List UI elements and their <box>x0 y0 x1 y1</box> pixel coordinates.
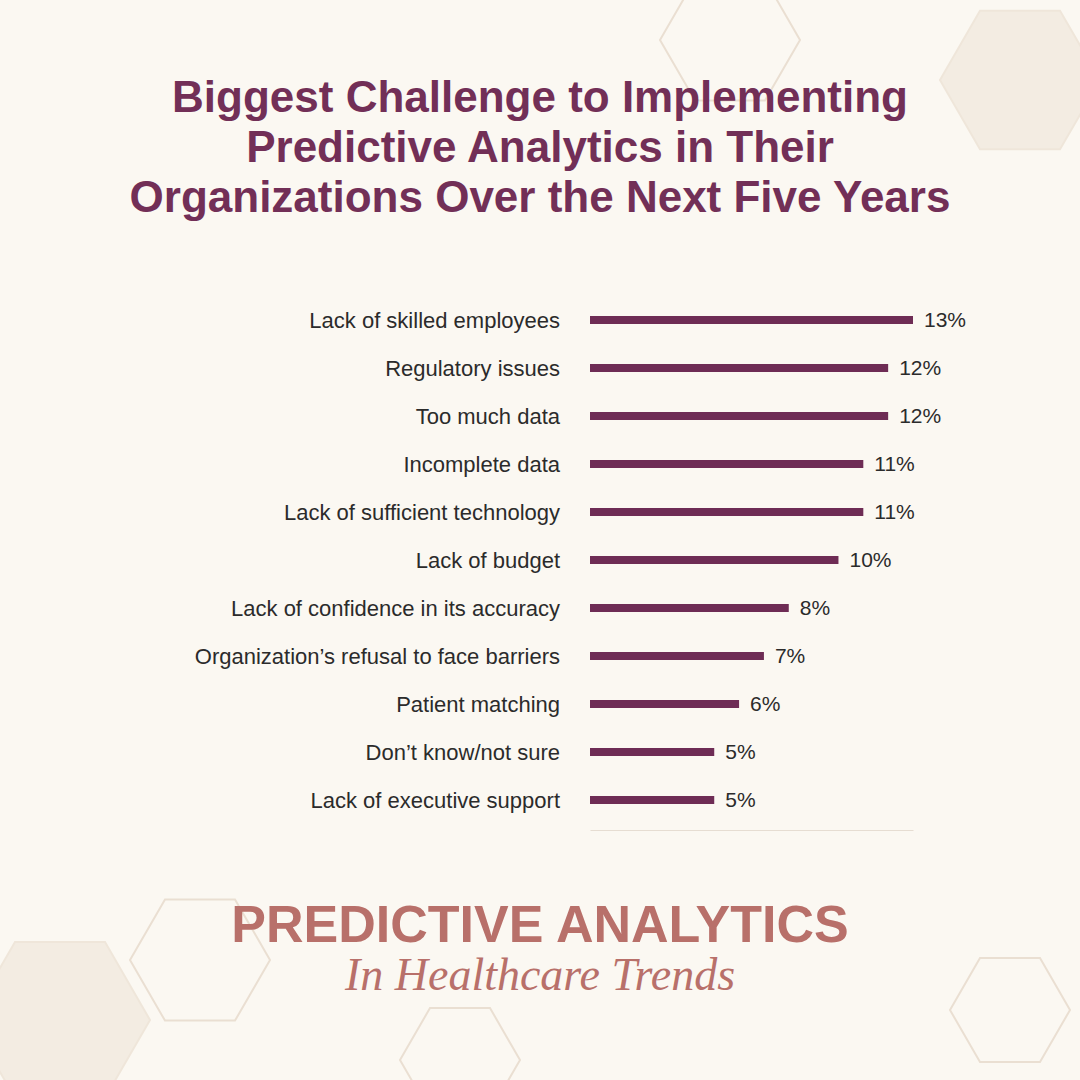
hexagon <box>0 942 150 1080</box>
category-label: Too much data <box>416 404 561 429</box>
footer-title: PREDICTIVE ANALYTICS <box>231 895 848 953</box>
data-label: 11% <box>874 452 914 475</box>
y-tick: Lack of budget <box>416 548 560 573</box>
bar <box>590 316 913 324</box>
data-label: 10% <box>849 548 891 571</box>
category-label: Organization’s refusal to face barriers <box>195 644 560 669</box>
data-label: 5% <box>725 788 755 811</box>
category-label: Don’t know/not sure <box>366 740 560 765</box>
footer-subtitle: In Healthcare Trends <box>344 949 735 1000</box>
x-axis-line <box>591 830 914 831</box>
category-label: Regulatory issues <box>385 356 560 381</box>
bar <box>590 460 863 468</box>
decoration <box>0 0 1080 1080</box>
category-label: Lack of sufficient technology <box>284 500 560 525</box>
data-label: 12% <box>899 356 941 379</box>
data-label: 5% <box>725 740 755 763</box>
bar <box>590 508 863 516</box>
y-axis-line <box>560 321 561 801</box>
bar <box>590 556 838 564</box>
bar <box>590 796 714 804</box>
y-tick: Regulatory issues <box>385 356 560 381</box>
chart-container: Biggest Challenge to ImplementingPredict… <box>0 0 1080 1080</box>
bar <box>590 412 888 420</box>
data-labels: 13% 12% 12% 11% 11% 10% 8% 7% 6% 5% 5% <box>725 308 966 811</box>
bar <box>590 604 789 612</box>
y-tick: Lack of confidence in its accuracy <box>231 596 560 621</box>
hexagon <box>940 11 1080 150</box>
y-tick: Organization’s refusal to face barriers <box>195 644 560 669</box>
title: Biggest Challenge to ImplementingPredict… <box>130 72 951 221</box>
data-label: 11% <box>874 500 914 523</box>
category-label: Patient matching <box>396 692 560 717</box>
bar <box>590 700 739 708</box>
data-label: 7% <box>775 644 805 667</box>
category-label: Lack of skilled employees <box>309 308 560 333</box>
x-axis <box>591 830 914 831</box>
y-tick: Lack of skilled employees <box>309 308 560 333</box>
title-line: Organizations Over the Next Five Years <box>130 172 951 221</box>
hexagon <box>400 1008 520 1080</box>
y-tick: Lack of executive support <box>311 788 560 813</box>
data-label: 13% <box>924 308 966 331</box>
title-line: Biggest Challenge to Implementing <box>172 72 908 121</box>
title-line: Predictive Analytics in Their <box>246 122 834 171</box>
y-tick: Incomplete data <box>403 452 560 477</box>
category-label: Incomplete data <box>403 452 560 477</box>
category-label: Lack of budget <box>416 548 560 573</box>
chart-svg: Biggest Challenge to ImplementingPredict… <box>0 0 1080 1080</box>
y-axis: Lack of skilled employees Regulatory issu… <box>195 308 561 813</box>
bar <box>590 652 764 660</box>
data-label: 8% <box>800 596 830 619</box>
y-tick: Too much data <box>416 404 561 429</box>
data-label: 12% <box>899 404 941 427</box>
y-tick: Patient matching <box>396 692 560 717</box>
bars <box>590 316 913 804</box>
bar <box>590 748 714 756</box>
category-label: Lack of confidence in its accuracy <box>231 596 560 621</box>
y-tick: Lack of sufficient technology <box>284 500 560 525</box>
background <box>0 0 1080 1080</box>
category-label: Lack of executive support <box>311 788 560 813</box>
y-tick: Don’t know/not sure <box>366 740 560 765</box>
data-label: 6% <box>750 692 780 715</box>
bar <box>590 364 888 372</box>
hexagon <box>950 958 1070 1062</box>
